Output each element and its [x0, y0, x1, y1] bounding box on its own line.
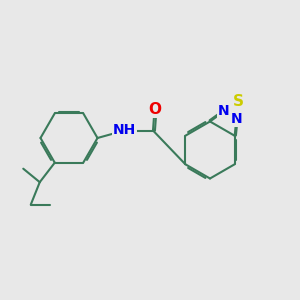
Text: NH: NH — [113, 124, 136, 137]
Text: N: N — [231, 112, 242, 125]
Text: O: O — [148, 102, 161, 117]
Text: S: S — [232, 94, 244, 109]
Text: N: N — [218, 104, 230, 118]
